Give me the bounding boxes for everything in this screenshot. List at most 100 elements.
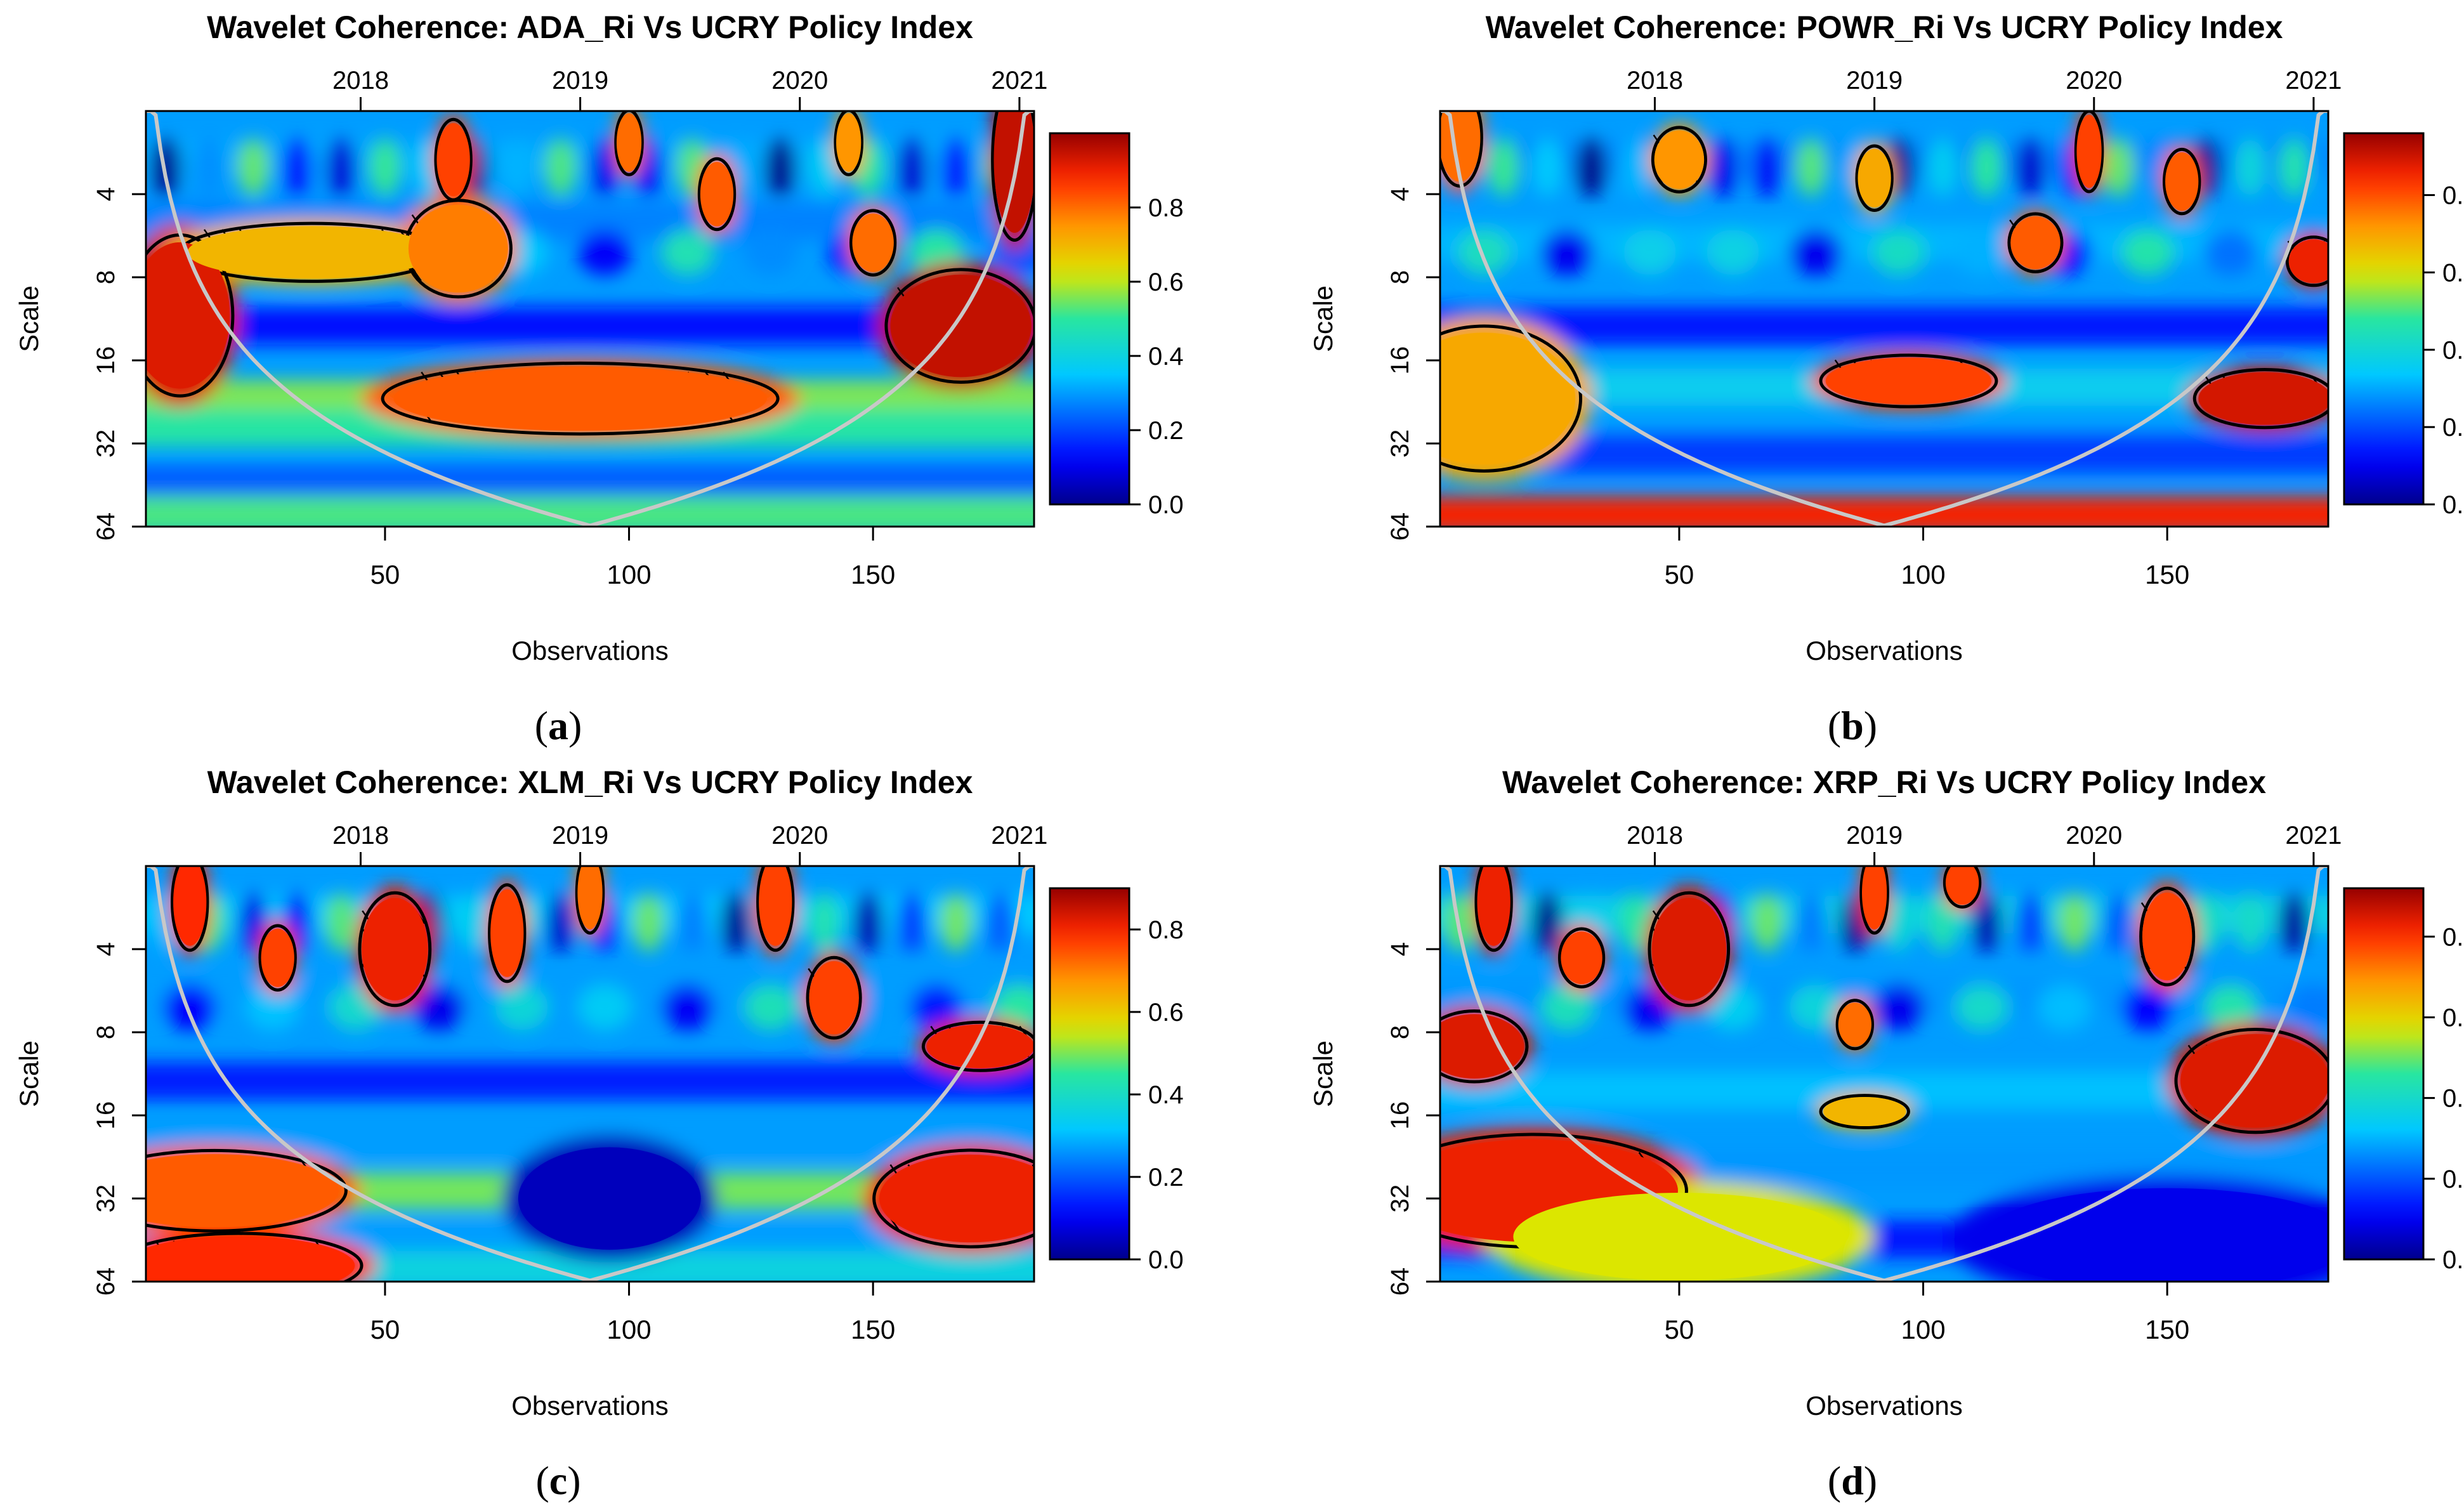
significance-contour: [1440, 324, 1582, 473]
heatmap-ripple: [1540, 229, 1594, 275]
coherence-region-core: [1862, 866, 1887, 929]
coherence-region-core: [1561, 931, 1602, 985]
y-axis-tick-label: 64: [1386, 513, 1414, 541]
heatmap-ripple: [2286, 984, 2328, 1030]
heatmap-ripple: [578, 984, 632, 1030]
heatmap-ripple: [2015, 893, 2046, 952]
heatmap-ripple: [1623, 229, 1677, 275]
x-axis-tick-label: 100: [1901, 1315, 1945, 1344]
coherence-region-core: [2288, 239, 2328, 284]
phase-arrow: [1428, 1020, 1437, 1033]
heatmap-ripple: [721, 893, 752, 952]
top-axis-tick-label: 2021: [991, 822, 1047, 850]
colorbar-tick-label: 0.2: [1148, 417, 1184, 445]
significance-contour: [146, 1231, 364, 1282]
panel-caption: (d): [1828, 1458, 1877, 1503]
coherence-region-core: [759, 866, 792, 946]
cone-of-influence: [1440, 866, 2328, 1282]
x-axis-tick-label: 100: [606, 560, 651, 589]
significance-contour: [2007, 212, 2064, 273]
y-axis-tick-label: 4: [1386, 187, 1414, 201]
significance-contour: [1440, 1009, 1529, 1084]
panel-caption: (b): [1828, 703, 1877, 748]
chart-title: Wavelet Coherence: ADA_Ri Vs UCRY Policy…: [207, 10, 973, 45]
heatmap-ripple: [2103, 893, 2134, 952]
y-axis-tick-label: 8: [92, 1025, 120, 1039]
phase-arrow: [134, 317, 143, 329]
heatmap-ripple: [2234, 138, 2265, 197]
coherence-region-core: [2180, 1034, 2328, 1128]
coherence-region-core: [852, 213, 894, 272]
heatmap-ripple: [1532, 893, 1563, 952]
heatmap-ripple: [1955, 229, 2009, 275]
heatmap-ripple: [1620, 893, 1651, 952]
heatmap-ripple: [809, 138, 840, 197]
x-axis-tick-label: 150: [851, 560, 895, 589]
coherence-region-core: [1981, 1188, 2328, 1282]
coherence-region-core: [1945, 866, 1979, 905]
y-axis-label: Scale: [14, 286, 44, 352]
heatmap-area: [1404, 111, 2328, 527]
top-axis-tick-label: 2020: [2066, 822, 2122, 850]
coherence-region-core: [809, 961, 859, 1035]
phase-arrow: [1426, 1152, 1435, 1165]
coherence-region-core: [616, 113, 642, 172]
heatmap-ripple: [246, 984, 299, 1030]
heatmap-ripple: [2059, 893, 2090, 952]
significance-contour: [1557, 927, 1606, 988]
heatmap-band: [1440, 307, 2328, 345]
phase-arrow: [1422, 369, 1431, 381]
heatmap-ripple: [985, 893, 1016, 952]
phase-arrow: [1422, 386, 1431, 399]
heatmap-ripple: [1576, 138, 1607, 197]
panel-d: Wavelet Coherence: XRP_Ri Vs UCRY Policy…: [1308, 765, 2464, 1503]
significance-contour: [1651, 126, 1707, 194]
significance-contour: [2192, 368, 2328, 430]
x-axis-tick-label: 50: [1665, 560, 1694, 589]
heatmap-ripple: [910, 984, 964, 1030]
top-axis-tick-label: 2018: [332, 67, 389, 95]
colorbar-tick-label: 0.0: [1148, 1246, 1184, 1274]
cone-of-influence: [146, 111, 1034, 527]
top-axis-tick-label: 2021: [2285, 822, 2342, 850]
heatmap-ripple: [2279, 893, 2310, 952]
heatmap-ripple: [2204, 229, 2258, 275]
top-axis-tick-label: 2019: [1846, 67, 1903, 95]
phase-arrow: [124, 1162, 133, 1174]
y-axis-tick-label: 32: [1386, 430, 1414, 458]
heatmap-ripple: [325, 138, 357, 197]
phase-arrow: [411, 267, 422, 282]
y-axis-tick-label: 64: [92, 513, 120, 541]
heatmap-area: [1426, 866, 2328, 1282]
heatmap-ripple: [633, 893, 664, 952]
phase-arrow: [1404, 386, 1413, 399]
heatmap-ripple: [1457, 229, 1511, 275]
significance-contour: [1859, 866, 1889, 935]
significance-contour: [2174, 1027, 2328, 1134]
heatmap-ripple: [412, 984, 466, 1030]
x-axis-tick-label: 50: [370, 1315, 400, 1344]
y-axis-tick-label: 16: [1386, 346, 1414, 375]
colorbar-tick-label: 0.4: [2442, 336, 2464, 364]
significance-contour: [258, 924, 297, 992]
significance-contour: [575, 866, 605, 935]
significance-contour: [921, 1020, 1034, 1072]
heatmap-ripple: [163, 984, 217, 1030]
top-axis-tick-label: 2020: [771, 67, 828, 95]
y-axis-tick-label: 64: [1386, 1268, 1414, 1296]
heatmap-band: [146, 496, 1034, 527]
heatmap-ripple: [1752, 138, 1783, 197]
y-axis-tick-label: 8: [92, 270, 120, 284]
heatmap-band: [1440, 435, 2328, 473]
coherence-region-core: [1858, 148, 1891, 207]
coherence-region-core: [993, 111, 1034, 233]
heatmap-ripple: [1532, 138, 1563, 197]
heatmap-ripple: [1752, 893, 1783, 952]
plot-frame: [1439, 110, 2330, 528]
significance-contour: [1943, 866, 1982, 909]
heatmap-ripple: [325, 893, 357, 952]
coherence-region-core: [436, 122, 470, 197]
coherence-region-core: [890, 274, 1032, 378]
y-axis-label: Scale: [14, 1041, 44, 1107]
significance-contour: [1474, 866, 1513, 952]
